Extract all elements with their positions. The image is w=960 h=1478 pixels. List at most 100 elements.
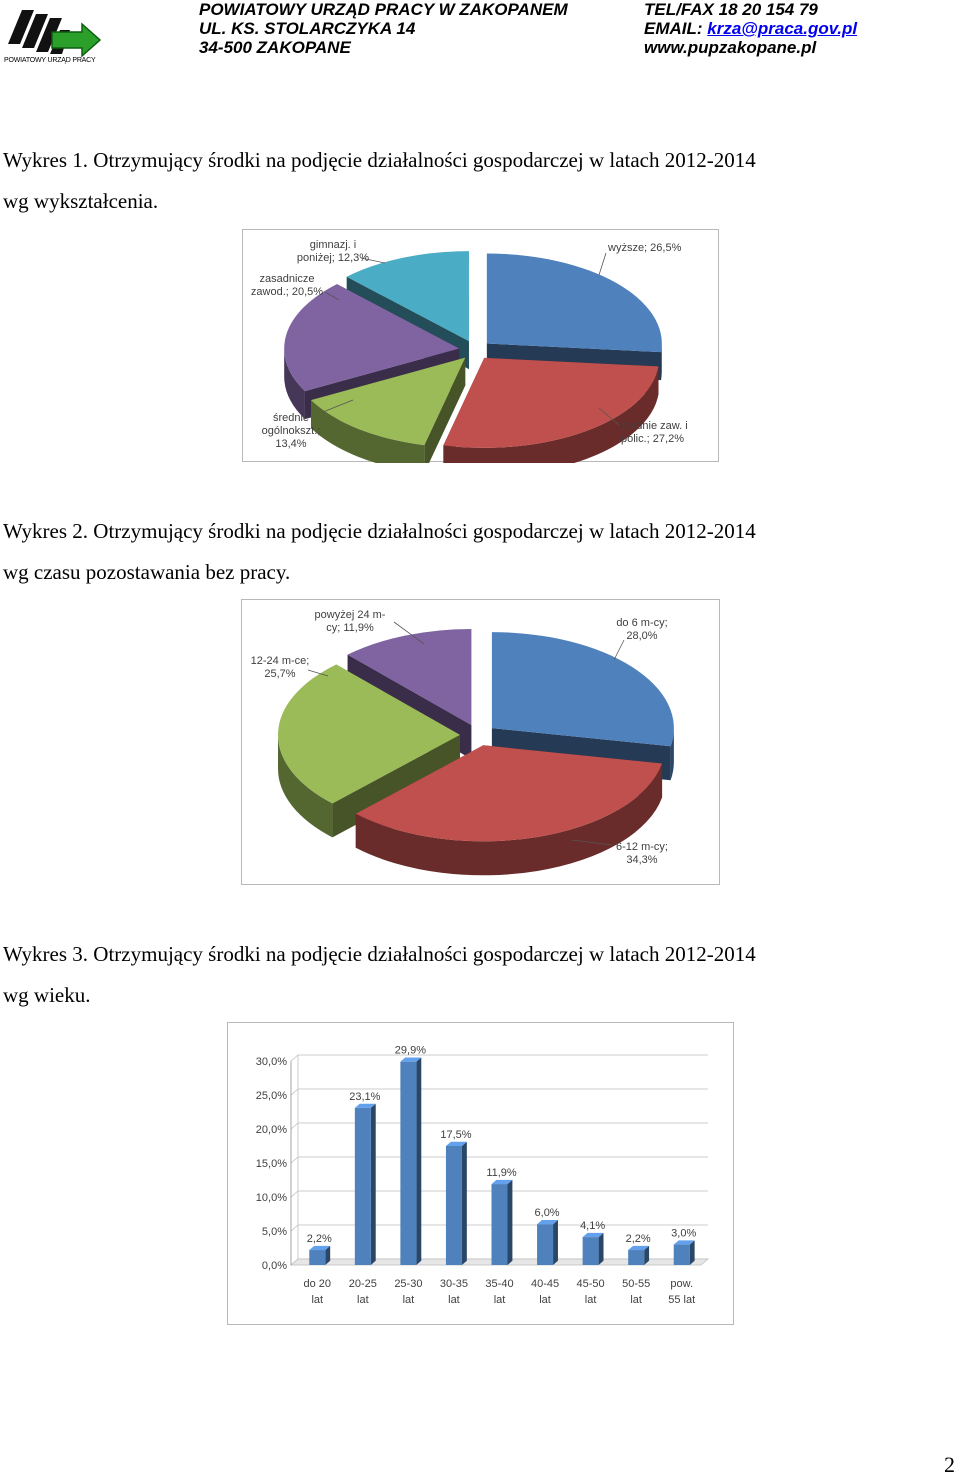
pie-leader-line — [613, 639, 625, 661]
bar-side — [598, 1232, 604, 1265]
bar-front — [309, 1250, 326, 1265]
pie-slice-2 — [310, 357, 466, 463]
bar-front — [628, 1250, 645, 1265]
bar-value-label: 29,9% — [395, 1045, 426, 1057]
bar-top — [537, 1220, 558, 1225]
pie-slice-label-line: 28,0% — [626, 630, 657, 642]
pie-slice-label: do 6 m-cy; 28,0% — [616, 617, 667, 642]
pie-slice-label: 6-12 m-cy; 34,3% — [616, 841, 668, 866]
y-tick-label: 25,0% — [256, 1090, 287, 1102]
pie-slice-label-line: średnie — [273, 412, 309, 424]
x-category-label: 45-50 — [577, 1278, 605, 1290]
pie-slice-side — [661, 343, 662, 381]
pie-slice-label-line: wyższe; 26,5% — [607, 242, 682, 254]
bar — [673, 1240, 695, 1265]
letterhead: POWIATOWY URZĄD PRACY POWIATOWY URZĄD PR… — [0, 0, 960, 80]
bar-front — [673, 1244, 690, 1265]
chart1-caption-line1: Wykres 1. Otrzymujący środki na podjęcie… — [3, 148, 756, 172]
bar-side — [370, 1103, 376, 1265]
pie-slice-label-line: powyżej 24 m- — [315, 609, 386, 621]
email-link[interactable]: krza@praca.gov.pl — [707, 19, 858, 38]
bar-top — [582, 1232, 604, 1238]
org-website: www.pupzakopane.pl — [644, 38, 817, 57]
y-tick-label: 10,0% — [256, 1192, 287, 1204]
pie-slice-top — [346, 251, 469, 342]
bar-value-label: 4,1% — [580, 1220, 605, 1232]
x-category-label: do 20 — [304, 1278, 332, 1290]
y-tick-label: 5,0% — [262, 1226, 287, 1238]
pie-slice-label-line: poniżej; 12,3% — [297, 252, 369, 264]
pie-slice-top — [284, 284, 460, 392]
y-tick-label: 30,0% — [256, 1056, 287, 1068]
x-category-label: 25-30 — [394, 1278, 422, 1290]
x-category-label: 40-45 — [531, 1278, 559, 1290]
bar-value-label: 17,5% — [440, 1129, 471, 1141]
bar-top — [628, 1245, 650, 1251]
logo-caption: POWIATOWY URZĄD PRACY — [4, 57, 96, 64]
pie-leader-line — [393, 621, 425, 645]
email-label: EMAIL: — [644, 19, 708, 38]
bar-side — [689, 1240, 695, 1265]
chart2-caption-line2: wg czasu pozostawania bez pracy. — [3, 560, 291, 584]
pie-slice-label-line: ogólnokszt.; — [262, 425, 321, 437]
pie-slice-2 — [278, 664, 461, 838]
bar-top — [400, 1057, 422, 1062]
x-category-label: lat — [494, 1294, 506, 1306]
bar-value-label: 3,0% — [671, 1228, 696, 1240]
chart2-caption-line1: Wykres 2. Otrzymujący środki na podjęcie… — [3, 519, 756, 543]
bar-top — [354, 1103, 376, 1108]
bar-side — [325, 1245, 331, 1265]
pie-slice-side — [278, 734, 333, 838]
bar-front — [445, 1146, 462, 1265]
pie-slice-label: 12-24 m-ce; 25,7% — [251, 655, 310, 680]
org-street: UL. KS. STOLARCZYKA 14 — [199, 19, 416, 38]
bar-value-label: 23,1% — [349, 1091, 380, 1103]
pie-slice-label-line: gimnazj. i — [310, 239, 356, 251]
pie-slice-label: średnie zaw. i polic.; 27,2% — [621, 420, 688, 445]
pie-slice-label-line: 6-12 m-cy; — [616, 841, 668, 853]
pie-slice-label-line: zawod.; 20,5% — [251, 286, 323, 298]
org-email-line: EMAIL: krza@praca.gov.pl — [644, 19, 857, 38]
bar — [309, 1245, 331, 1265]
pie-slice-1 — [443, 357, 659, 463]
x-category-label: lat — [448, 1294, 460, 1306]
bar-value-label: 2,2% — [626, 1233, 651, 1245]
pie-slice-label: zasadnicze zawod.; 20,5% — [251, 273, 323, 298]
pie-slice-top — [310, 357, 466, 446]
x-category-label: pow. — [670, 1278, 693, 1290]
pie-slice-top — [491, 632, 674, 747]
chart3-svg: 0,0% 5,0% 10,0% 15,0% 20,0% 25,0% 30,0% 2,2% do … — [256, 1045, 710, 1306]
pie-slice-label-line: zasadnicze — [259, 273, 314, 285]
x-category-label: lat — [539, 1294, 551, 1306]
pie-leader-line — [322, 399, 354, 413]
bar — [582, 1232, 604, 1265]
chart1-caption: Wykres 1. Otrzymujący środki na podjęcie… — [3, 140, 958, 222]
pie-slice-label-line: polic.; 27,2% — [621, 433, 684, 445]
bar-top — [673, 1240, 695, 1245]
gridline — [290, 1054, 708, 1062]
page-number: 2 — [944, 1452, 955, 1477]
chart2-svg: do 6 m-cy; 28,0% 6-12 m-cy; 34,3% 12-24 m-ce… — [251, 609, 674, 876]
pie-slice-label-line: 25,7% — [264, 668, 295, 680]
chart3-caption: Wykres 3. Otrzymujący środki na podjęcie… — [3, 934, 958, 1016]
org-name: POWIATOWY URZĄD PRACY W ZAKOPANEM — [199, 0, 568, 19]
bar — [400, 1057, 422, 1265]
chart3-caption-line1: Wykres 3. Otrzymujący środki na podjęcie… — [3, 942, 756, 966]
bar-top — [309, 1245, 331, 1251]
x-category-label: lat — [585, 1294, 597, 1306]
x-category-label: 30-35 — [440, 1278, 468, 1290]
bar — [445, 1141, 467, 1265]
bar-top — [491, 1179, 513, 1185]
pie-slice-label-line: 13,4% — [275, 438, 306, 450]
pup-logo-icon — [8, 10, 102, 58]
y-tick-label: 15,0% — [256, 1158, 287, 1170]
pie-slice-side — [670, 728, 674, 781]
bar-front — [400, 1061, 417, 1265]
pie-slice-side — [355, 763, 663, 876]
pie-leader-line — [324, 291, 340, 301]
y-tick-label: 0,0% — [262, 1260, 287, 1272]
pie-slice-top — [278, 664, 461, 804]
bar-side — [416, 1057, 422, 1265]
bar-side — [507, 1179, 513, 1265]
x-category-label: lat — [357, 1294, 369, 1306]
